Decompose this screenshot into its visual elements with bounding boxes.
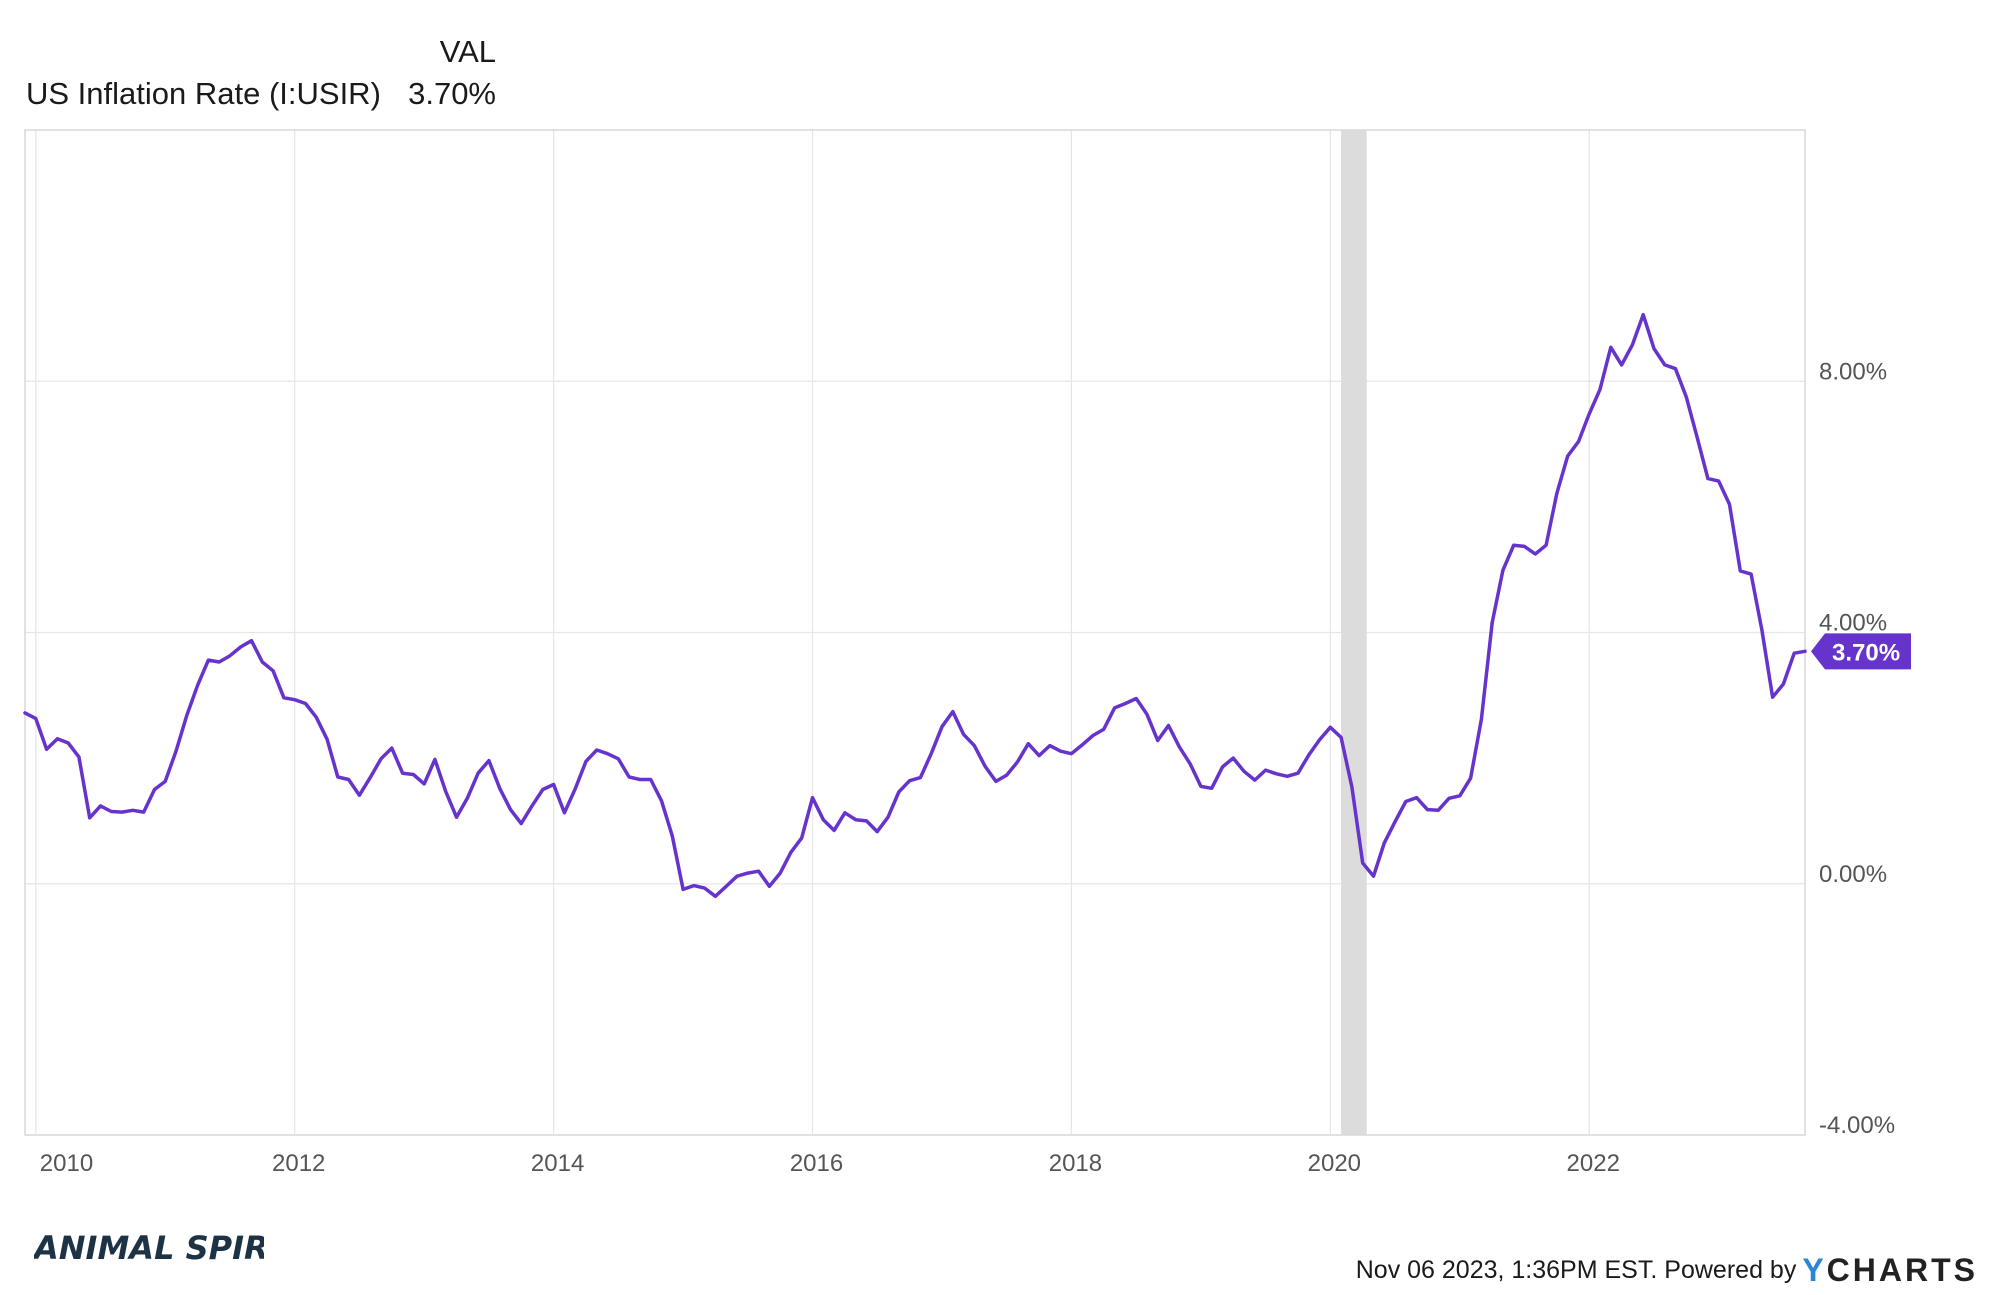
x-tick-label: 2020 (1308, 1150, 1361, 1177)
ycharts-logo-rest: CHARTS (1826, 1252, 1978, 1288)
logo-text: ANIMAL SPIRITS (34, 1229, 264, 1267)
last-value-text: 3.70% (1832, 639, 1900, 666)
y-tick-label: 4.00% (1819, 610, 1887, 637)
y-tick-label: 0.00% (1819, 861, 1887, 888)
legend-column-label: VAL (439, 34, 496, 69)
x-tick-label: 2010 (40, 1150, 93, 1177)
x-axis-ticks: 2010 2012 2014 2016 2018 2020 2022 (40, 1150, 1620, 1177)
footer-timestamp: Nov 06 2023, 1:36PM EST. (1355, 1256, 1658, 1284)
last-value-marker: 3.70% (1811, 633, 1911, 670)
x-tick-label: 2016 (790, 1150, 843, 1177)
ycharts-logo[interactable]: YCHARTS (1802, 1252, 1978, 1289)
y-tick-label: 8.00% (1819, 358, 1887, 385)
last-value-badge (1811, 633, 1911, 670)
x-tick-label: 2014 (531, 1150, 584, 1177)
legend-header: VAL US Inflation Rate (I:USIR) 3.70% (26, 34, 496, 114)
footer-attribution: Nov 06 2023, 1:36PM EST. Powered by YCHA… (1356, 1252, 1978, 1289)
x-tick-label: 2012 (272, 1150, 325, 1177)
y-axis-ticks: -4.00% 0.00% 4.00% 8.00% (1819, 358, 1895, 1139)
footer-powered-by: Powered by (1664, 1256, 1797, 1284)
y-tick-label: -4.00% (1819, 1112, 1895, 1139)
legend-series-value: 3.70% (408, 76, 496, 111)
animal-spirits-logo: ANIMAL SPIRITS (34, 1229, 264, 1267)
recession-band (1341, 130, 1367, 1135)
grid-lines (25, 130, 1805, 1136)
x-tick-label: 2022 (1567, 1150, 1620, 1177)
series-line-us-inflation (23, 312, 1807, 899)
legend-series-name: US Inflation Rate (I:USIR) (26, 76, 381, 111)
x-tick-label: 2018 (1049, 1150, 1102, 1177)
ycharts-logo-y: Y (1802, 1252, 1827, 1288)
plot-area-frame (24, 129, 1806, 1136)
recession-shading (1341, 130, 1367, 1135)
